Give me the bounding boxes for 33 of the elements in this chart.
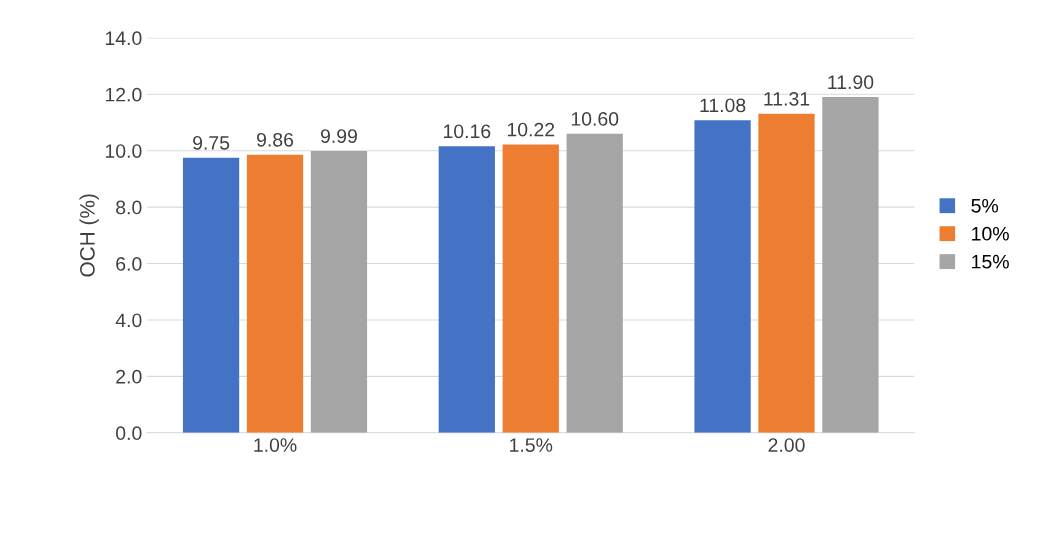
- text: 11.31: [764, 91, 810, 106]
- y-tick-label: 12.0: [105, 87, 142, 102]
- x-tick-label: 1.0%: [254, 438, 297, 452]
- bar: [438, 146, 495, 433]
- y-tick-label: 2.0: [116, 369, 142, 384]
- y-tick-label: 14.0: [105, 31, 142, 46]
- y-tick-label: 0.0: [116, 426, 142, 441]
- bar: [182, 157, 240, 433]
- text: 10.60: [571, 112, 619, 126]
- y-tick-label: 8.0: [116, 200, 142, 215]
- x-tick-label: 1.5%: [510, 438, 553, 452]
- bar: [758, 113, 815, 433]
- legend-label: 5%: [971, 198, 999, 213]
- x-tick-label: 2.00: [768, 438, 805, 452]
- bar: [310, 150, 368, 433]
- text: 9.75: [193, 135, 230, 150]
- text: 9.99: [320, 129, 357, 143]
- y-tick-label: 4.0: [115, 313, 142, 328]
- legend-label: 15%: [972, 254, 1009, 269]
- bar: [566, 133, 623, 433]
- text: 10.16: [443, 124, 491, 139]
- bar: [246, 154, 304, 433]
- legend-label: 10%: [972, 226, 1009, 241]
- text: 9.86: [257, 132, 294, 147]
- bar: [694, 120, 751, 433]
- y-tick-label: 6.0: [116, 257, 142, 271]
- y-axis-title: OCH (%): [79, 194, 99, 277]
- bar: [502, 144, 559, 433]
- y-tick-label: 10.0: [105, 144, 142, 158]
- text: 11.08: [700, 98, 746, 113]
- bar: [822, 97, 879, 433]
- text: 11.90: [828, 75, 874, 90]
- text: 10.22: [507, 122, 555, 137]
